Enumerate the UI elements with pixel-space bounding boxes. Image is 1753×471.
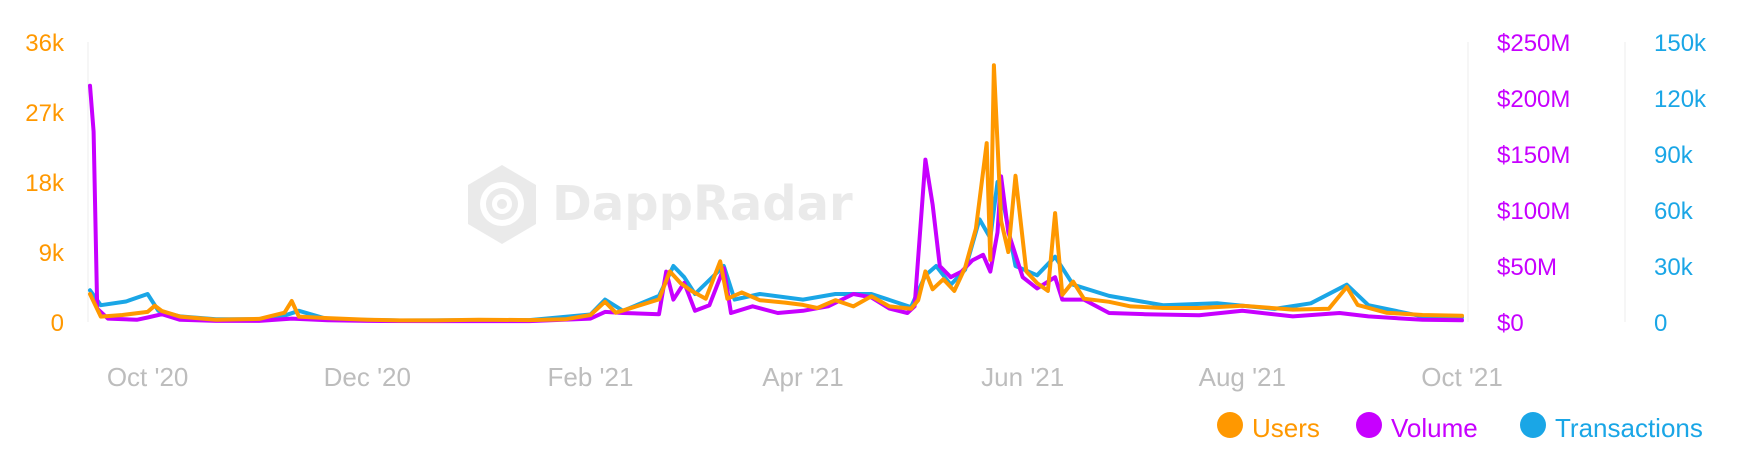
- volume-tick-label: $250M: [1497, 30, 1570, 57]
- x-tick-label: Oct '20: [107, 362, 189, 392]
- legend-item-users[interactable]: Users: [1217, 412, 1320, 443]
- x-tick-label: Jun '21: [981, 362, 1064, 392]
- watermark: DappRadar: [468, 165, 853, 244]
- volume-tick-label: $100M: [1497, 198, 1570, 225]
- users-axis: 0 9k 18k 27k 36k: [25, 30, 65, 337]
- users-tick-label: 9k: [39, 240, 65, 267]
- volume-tick-label: $0: [1497, 310, 1524, 337]
- volume-tick-label: $200M: [1497, 86, 1570, 113]
- transactions-tick-label: 120k: [1654, 86, 1707, 113]
- transactions-tick-label: 30k: [1654, 254, 1694, 281]
- x-tick-label: Oct '21: [1421, 362, 1503, 392]
- series-layer: [88, 63, 1464, 324]
- users-tick-label: 0: [51, 310, 64, 337]
- transactions-tick-label: 0: [1654, 310, 1667, 337]
- legend-volume-label: Volume: [1391, 413, 1478, 443]
- x-axis: Oct '20 Dec '20 Feb '21 Apr '21 Jun '21 Aug '…: [107, 362, 1503, 392]
- users-tick-label: 36k: [25, 30, 65, 57]
- legend-transactions-swatch: [1520, 412, 1546, 438]
- series-line-users: [88, 63, 1464, 323]
- transactions-tick-label: 90k: [1654, 142, 1694, 169]
- transactions-axis: 0 30k 60k 90k 120k 150k: [1654, 30, 1707, 337]
- legend-volume-swatch: [1356, 412, 1382, 438]
- x-tick-label: Apr '21: [762, 362, 844, 392]
- legend: Users Volume Transactions: [1217, 412, 1703, 443]
- watermark-brand: DappRadar: [552, 176, 853, 232]
- x-tick-label: Feb '21: [548, 362, 634, 392]
- legend-item-volume[interactable]: Volume: [1356, 412, 1478, 443]
- series-line-transactions: [88, 180, 1464, 323]
- volume-tick-label: $150M: [1497, 142, 1570, 169]
- dappradar-logo-icon: [468, 165, 536, 244]
- x-tick-label: Aug '21: [1199, 362, 1286, 392]
- transactions-tick-label: 60k: [1654, 198, 1694, 225]
- volume-axis: $0 $50M $100M $150M $200M $250M: [1497, 30, 1570, 337]
- volume-tick-label: $50M: [1497, 254, 1557, 281]
- legend-users-swatch: [1217, 412, 1243, 438]
- users-tick-label: 27k: [25, 100, 65, 127]
- transactions-tick-label: 150k: [1654, 30, 1707, 57]
- legend-item-transactions[interactable]: Transactions: [1520, 412, 1703, 443]
- legend-transactions-label: Transactions: [1555, 413, 1703, 443]
- x-tick-label: Dec '20: [324, 362, 411, 392]
- legend-users-label: Users: [1252, 413, 1320, 443]
- users-tick-label: 18k: [25, 170, 65, 197]
